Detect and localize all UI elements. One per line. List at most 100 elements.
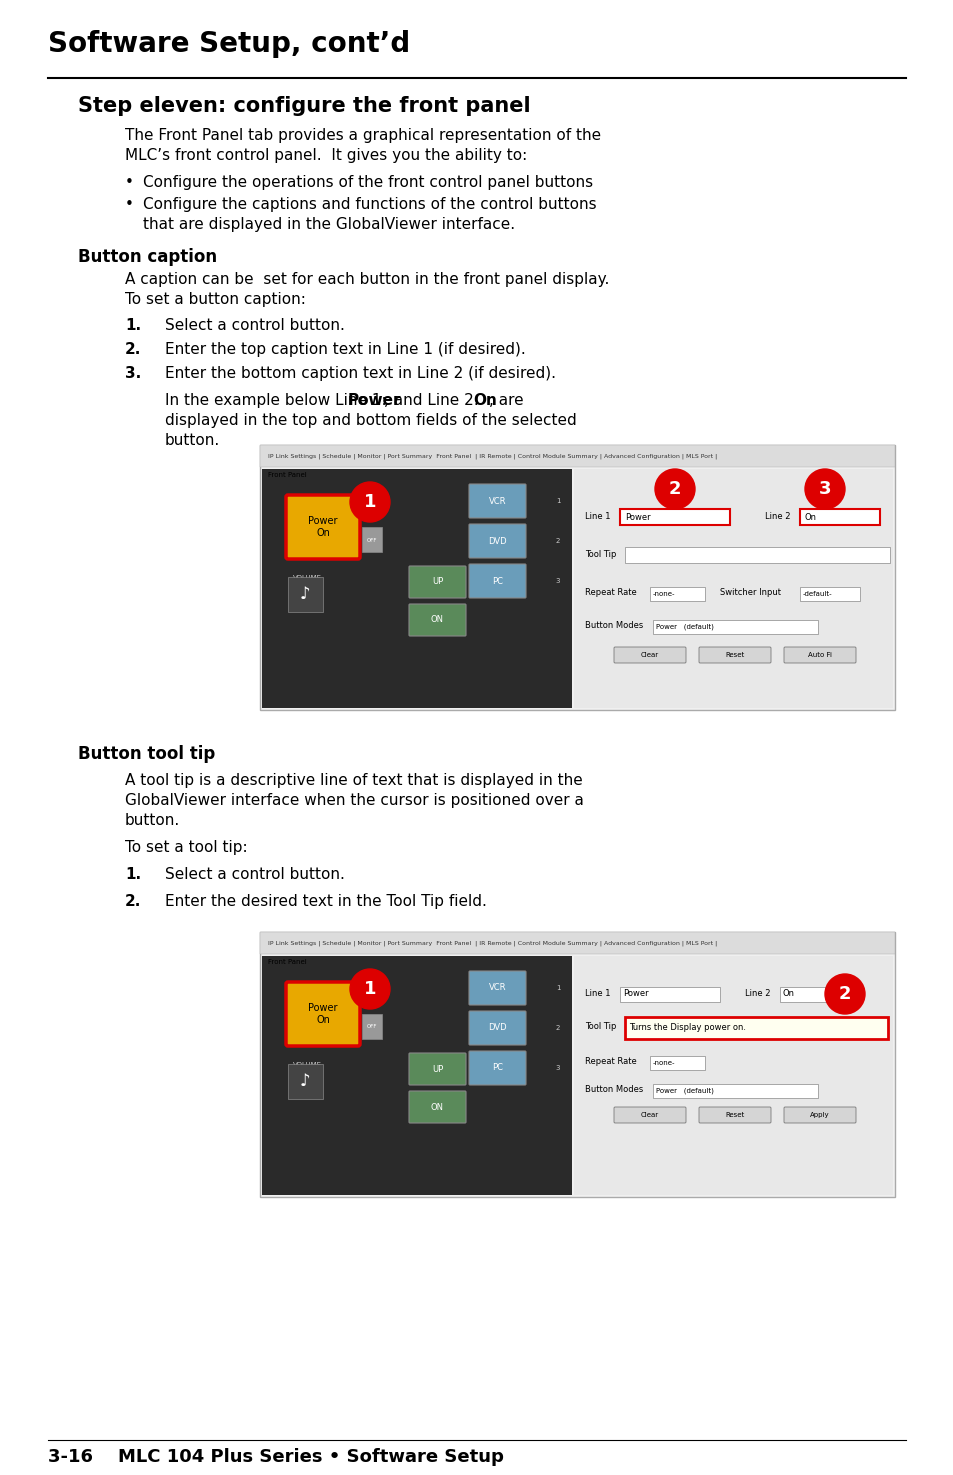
Text: displayed in the top and bottom fields of the selected: displayed in the top and bottom fields o… — [165, 413, 577, 428]
Text: Auto Fi: Auto Fi — [807, 652, 831, 658]
Text: OFF: OFF — [366, 537, 376, 543]
FancyBboxPatch shape — [469, 1052, 525, 1086]
FancyBboxPatch shape — [624, 1016, 887, 1038]
Text: GlobalViewer interface when the cursor is positioned over a: GlobalViewer interface when the cursor i… — [125, 794, 583, 808]
Text: Tool Tip: Tool Tip — [584, 550, 616, 559]
FancyBboxPatch shape — [614, 648, 685, 662]
Text: •: • — [125, 176, 133, 190]
Text: 1: 1 — [363, 979, 375, 999]
Text: Configure the captions and functions of the control buttons: Configure the captions and functions of … — [143, 198, 596, 212]
FancyBboxPatch shape — [783, 1108, 855, 1122]
FancyBboxPatch shape — [783, 648, 855, 662]
Text: 2: 2 — [668, 479, 680, 499]
Bar — [260, 445, 894, 709]
Text: DVD: DVD — [488, 537, 506, 546]
FancyBboxPatch shape — [619, 509, 729, 525]
Text: VCR: VCR — [488, 497, 506, 506]
Text: VCR: VCR — [488, 984, 506, 993]
Text: UP: UP — [432, 1065, 442, 1074]
Text: Front Panel: Front Panel — [268, 959, 307, 965]
Text: ON: ON — [431, 1102, 443, 1112]
Bar — [262, 956, 572, 1195]
Text: MLC 104
IP PLUS: MLC 104 IP PLUS — [475, 493, 521, 515]
Text: DVD: DVD — [488, 1024, 506, 1032]
Text: Line 2: Line 2 — [744, 990, 770, 999]
Text: Front Panel: Front Panel — [268, 472, 307, 478]
FancyBboxPatch shape — [409, 603, 465, 636]
Bar — [262, 469, 572, 708]
Text: In the example below Line 1:: In the example below Line 1: — [165, 392, 391, 409]
FancyBboxPatch shape — [800, 509, 879, 525]
Text: Tool Tip: Tool Tip — [584, 1022, 616, 1031]
Text: that are displayed in the GlobalViewer interface.: that are displayed in the GlobalViewer i… — [143, 217, 515, 232]
Text: Repeat Rate: Repeat Rate — [584, 589, 636, 597]
Text: -default-: -default- — [802, 591, 832, 597]
Bar — [361, 1013, 381, 1038]
Text: Power   (default): Power (default) — [656, 624, 713, 630]
Text: IP Link Settings | Schedule | Monitor | Port Summary  Front Panel  | IR Remote |: IP Link Settings | Schedule | Monitor | … — [268, 453, 717, 459]
Bar — [361, 527, 381, 552]
Text: 2: 2 — [556, 538, 559, 544]
Text: 1.: 1. — [125, 867, 141, 882]
FancyBboxPatch shape — [409, 1092, 465, 1122]
Text: 1: 1 — [363, 493, 375, 510]
Text: Power   (default): Power (default) — [656, 1087, 713, 1094]
Bar — [624, 547, 889, 563]
Text: On: On — [782, 990, 794, 999]
Text: Button caption: Button caption — [78, 248, 217, 266]
Text: On: On — [473, 392, 497, 409]
FancyBboxPatch shape — [469, 484, 525, 518]
Text: Power: Power — [348, 392, 401, 409]
Text: Switcher Input: Switcher Input — [720, 589, 781, 597]
Bar — [260, 932, 894, 954]
Text: 2: 2 — [556, 1025, 559, 1031]
Text: A caption can be  set for each button in the front panel display.: A caption can be set for each button in … — [125, 271, 609, 288]
Text: ♪: ♪ — [299, 1072, 310, 1090]
Text: 3-16    MLC 104 Plus Series • Software Setup: 3-16 MLC 104 Plus Series • Software Setu… — [48, 1448, 503, 1466]
FancyBboxPatch shape — [469, 1010, 525, 1044]
FancyBboxPatch shape — [780, 987, 859, 1002]
Text: Clear: Clear — [640, 652, 659, 658]
FancyBboxPatch shape — [649, 587, 704, 600]
Text: button.: button. — [125, 813, 180, 827]
Text: Enter the top caption text in Line 1 (if desired).: Enter the top caption text in Line 1 (if… — [165, 342, 525, 357]
Text: Reset: Reset — [724, 1112, 744, 1118]
Bar — [574, 469, 892, 708]
Text: To set a button caption:: To set a button caption: — [125, 292, 306, 307]
FancyBboxPatch shape — [409, 1053, 465, 1086]
Text: PC: PC — [492, 1063, 502, 1072]
Text: •: • — [125, 198, 133, 212]
Text: 3: 3 — [556, 1065, 559, 1071]
FancyBboxPatch shape — [469, 563, 525, 597]
Text: 3: 3 — [556, 578, 559, 584]
Text: OFF: OFF — [366, 1025, 376, 1030]
Text: Enter the desired text in the Tool Tip field.: Enter the desired text in the Tool Tip f… — [165, 894, 486, 909]
Text: Button Modes: Button Modes — [584, 1086, 642, 1094]
Text: A tool tip is a descriptive line of text that is displayed in the: A tool tip is a descriptive line of text… — [125, 773, 582, 788]
Text: Select a control button.: Select a control button. — [165, 867, 345, 882]
FancyBboxPatch shape — [800, 587, 859, 600]
Text: MLC 104
IP PLUS: MLC 104 IP PLUS — [475, 979, 521, 1002]
Text: 2.: 2. — [125, 894, 141, 909]
Bar — [574, 956, 892, 1195]
Text: Select a control button.: Select a control button. — [165, 319, 345, 333]
Text: Power
On: Power On — [308, 516, 337, 538]
Text: 1.: 1. — [125, 319, 141, 333]
Text: 2: 2 — [838, 985, 850, 1003]
Text: IP Link Settings | Schedule | Monitor | Port Summary  Front Panel  | IR Remote |: IP Link Settings | Schedule | Monitor | … — [268, 940, 717, 945]
FancyBboxPatch shape — [652, 1084, 817, 1097]
Text: 1: 1 — [556, 499, 559, 504]
Text: PC: PC — [492, 577, 502, 586]
Text: Clear: Clear — [640, 1112, 659, 1118]
FancyBboxPatch shape — [652, 620, 817, 634]
FancyBboxPatch shape — [286, 496, 359, 559]
Circle shape — [655, 469, 695, 509]
Text: Turns the Display power on.: Turns the Display power on. — [628, 1024, 745, 1032]
Text: ON: ON — [431, 615, 443, 624]
Text: Button Modes: Button Modes — [584, 621, 642, 630]
Text: -none-: -none- — [652, 1061, 675, 1066]
Text: 3.: 3. — [125, 366, 141, 381]
Text: Power: Power — [622, 990, 648, 999]
FancyBboxPatch shape — [649, 1056, 704, 1069]
Circle shape — [824, 974, 864, 1013]
